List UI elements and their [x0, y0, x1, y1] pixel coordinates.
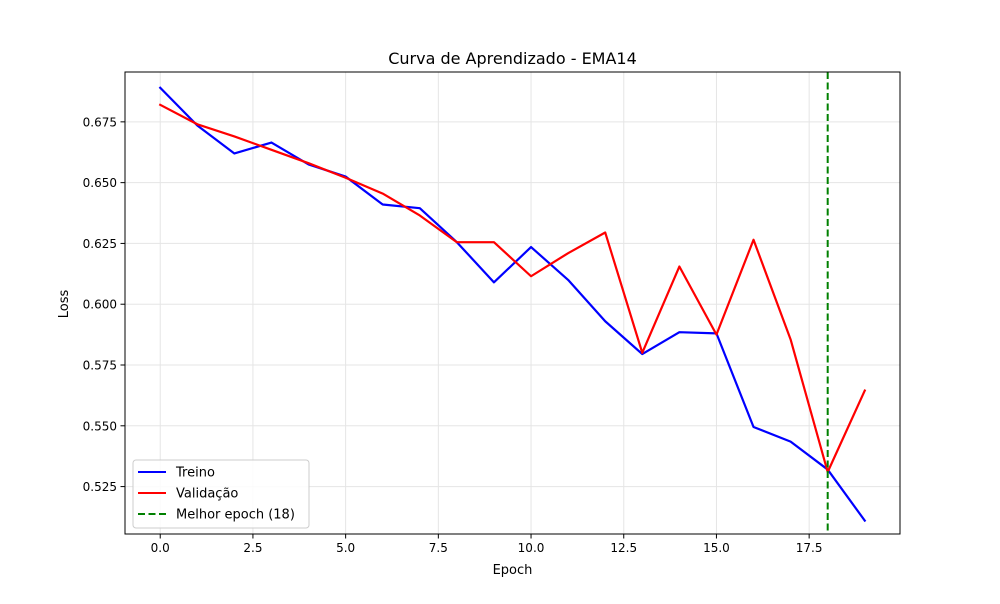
- x-tick-label: 5.0: [336, 541, 355, 555]
- plot-frame: [124, 71, 901, 535]
- legend-box: [132, 459, 310, 529]
- x-axis-ticks: 0.0 2.5 5.0 7.5 10.0 12.5 15.0 17.5: [151, 534, 823, 555]
- x-tick-label: 2.5: [243, 541, 262, 555]
- y-tick-label: 0.525: [83, 480, 117, 494]
- y-tick-label: 0.675: [83, 115, 117, 129]
- chart-title: Curva de Aprendizado - EMA14: [388, 49, 637, 68]
- y-tick-label: 0.600: [83, 298, 117, 312]
- y-axis-label: Loss: [57, 290, 72, 319]
- x-axis-label: Epoch: [493, 563, 533, 578]
- y-tick-label: 0.550: [83, 419, 117, 433]
- x-tick-label: 17.5: [796, 541, 823, 555]
- legend-label: Validação: [176, 487, 238, 502]
- series-line-validacao: [158, 103, 867, 474]
- series-lines: [158, 86, 867, 523]
- legend-label: Treino: [175, 466, 215, 481]
- y-tick-label: 0.650: [83, 176, 117, 190]
- y-tick-label: 0.625: [83, 237, 117, 251]
- y-tick-label: 0.575: [83, 359, 117, 373]
- series-line-treino: [158, 86, 867, 523]
- y-axis-ticks: 0.525 0.550 0.575 0.600 0.625 0.650 0.675: [83, 115, 125, 494]
- legend: Treino Validação Melhor epoch (18): [132, 459, 310, 529]
- x-tick-label: 0.0: [151, 541, 170, 555]
- x-tick-label: 12.5: [610, 541, 637, 555]
- x-tick-label: 10.0: [518, 541, 545, 555]
- legend-label: Melhor epoch (18): [176, 508, 295, 523]
- x-tick-label: 7.5: [429, 541, 448, 555]
- x-tick-label: 15.0: [703, 541, 730, 555]
